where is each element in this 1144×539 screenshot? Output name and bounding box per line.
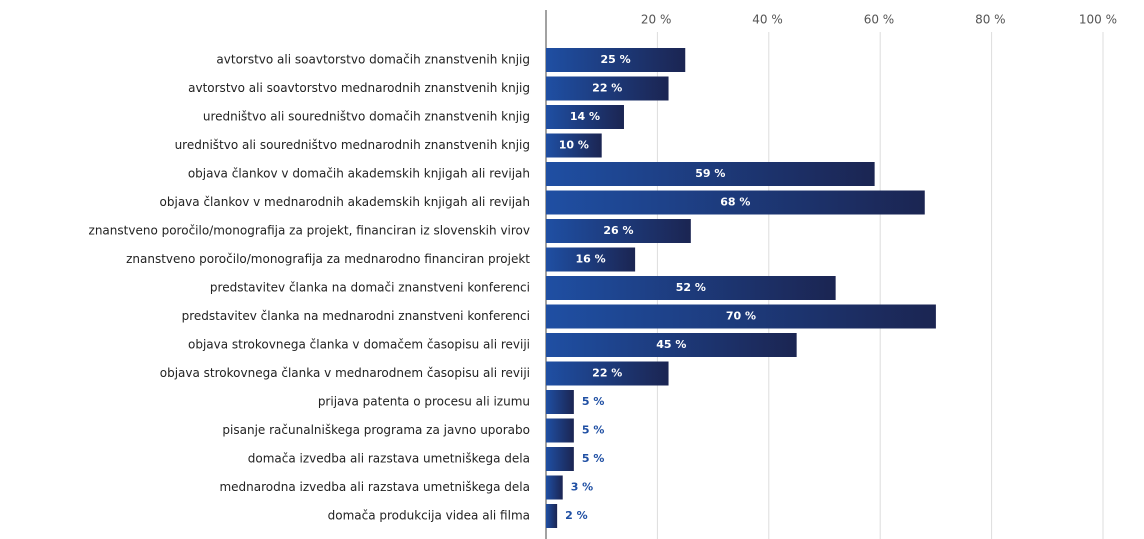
bar — [546, 105, 624, 129]
bar — [546, 276, 836, 300]
x-tick-label: 60 % — [864, 13, 895, 27]
value-label: 26 % — [603, 224, 633, 237]
value-label: 45 % — [656, 338, 686, 351]
category-label: predstavitev članka na mednarodni znanst… — [182, 309, 530, 323]
value-label: 5 % — [582, 395, 605, 408]
value-label: 10 % — [559, 139, 589, 152]
value-label: 3 % — [571, 481, 594, 494]
x-tick-label: 100 % — [1079, 13, 1117, 27]
value-label: 25 % — [601, 53, 631, 66]
category-label: objava strokovnega članka v mednarodnem … — [160, 366, 530, 380]
category-label: objava člankov v domačih akademskih knji… — [188, 167, 530, 181]
category-label: avtorstvo ali soavtorstvo mednarodnih zn… — [188, 81, 530, 95]
bar — [546, 133, 602, 158]
bar — [546, 475, 563, 500]
bar — [546, 333, 797, 357]
category-label: uredništvo ali souredništvo mednarodnih … — [175, 138, 530, 152]
bar — [546, 247, 636, 272]
bar — [546, 304, 936, 329]
x-tick-label: 40 % — [752, 13, 783, 27]
value-label: 70 % — [726, 310, 756, 323]
category-label: predstavitev članka na domači znanstveni… — [210, 281, 530, 295]
value-label: 5 % — [582, 452, 605, 465]
bar — [546, 190, 925, 215]
category-label: pisanje računalniškega programa za javno… — [222, 423, 530, 437]
x-tick-label: 80 % — [975, 13, 1006, 27]
category-label: objava člankov v mednarodnih akademskih … — [160, 195, 530, 209]
category-label: znanstveno poročilo/monografija za proje… — [89, 224, 530, 238]
value-label: 68 % — [720, 196, 750, 209]
bar — [546, 219, 691, 243]
x-tick-label: 20 % — [641, 13, 672, 27]
bar — [546, 418, 574, 443]
bar — [546, 162, 875, 186]
bar — [546, 390, 574, 414]
bar — [546, 48, 686, 72]
bar — [546, 447, 574, 471]
value-label: 22 % — [592, 82, 622, 95]
value-label: 14 % — [570, 110, 600, 123]
category-label: avtorstvo ali soavtorstvo domačih znanst… — [216, 53, 530, 67]
bar — [546, 76, 669, 101]
bar — [546, 361, 669, 386]
bar — [546, 504, 558, 528]
category-label: domača izvedba ali razstava umetniškega … — [248, 452, 530, 466]
category-label: objava strokovnega članka v domačem časo… — [188, 338, 530, 352]
value-label: 22 % — [592, 367, 622, 380]
value-label: 59 % — [695, 167, 725, 180]
category-label: uredništvo ali souredništvo domačih znan… — [203, 110, 530, 124]
value-label: 16 % — [575, 253, 605, 266]
category-label: mednarodna izvedba ali razstava umetnišk… — [219, 480, 530, 494]
category-label: znanstveno poročilo/monografija za medna… — [126, 252, 530, 266]
value-label: 5 % — [582, 424, 605, 437]
value-label: 52 % — [676, 281, 706, 294]
category-label: prijava patenta o procesu ali izumu — [318, 395, 530, 409]
value-label: 2 % — [565, 509, 588, 522]
category-label: domača produkcija videa ali filma — [328, 509, 530, 523]
